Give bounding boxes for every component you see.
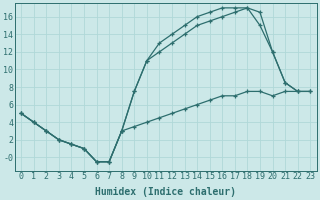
X-axis label: Humidex (Indice chaleur): Humidex (Indice chaleur) [95, 186, 236, 197]
